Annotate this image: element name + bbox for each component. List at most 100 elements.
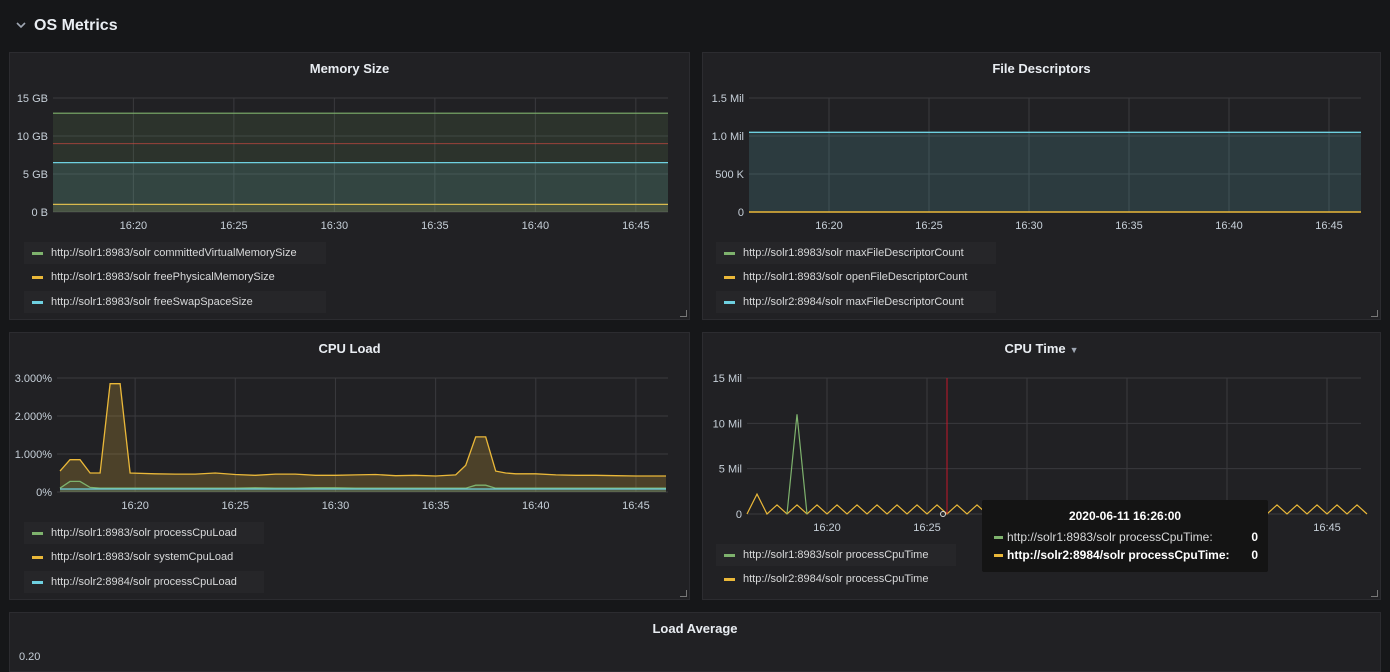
tooltip-label: http://solr1:8983/solr processCpuTime: <box>1007 530 1213 544</box>
tooltip-row: http://solr2:8984/solr processCpuTime: 0 <box>994 547 1258 563</box>
file-descriptors-chart[interactable]: 1.5 Mil 1.0 Mil 500 K 0 16:20 16:25 16:30 16:35… <box>703 53 1382 243</box>
x-tick-label: 16:30 <box>1015 220 1043 232</box>
legend-item[interactable]: http://solr1:8983/solr openFileDescripto… <box>716 266 996 288</box>
legend-item[interactable]: http://solr1:8983/solr committedVirtualM… <box>24 242 326 264</box>
series-area <box>60 383 666 492</box>
y-tick-label: 0.20 <box>19 651 41 663</box>
series-area <box>60 489 666 492</box>
legend-item[interactable]: http://solr1:8983/solr processCpuTime <box>716 544 956 566</box>
series-area <box>53 162 668 212</box>
legend-item[interactable]: http://solr1:8983/solr maxFileDescriptor… <box>716 242 996 264</box>
legend-item[interactable]: http://solr1:8983/solr processCpuLoad <box>24 522 264 544</box>
legend-swatch <box>32 300 43 304</box>
series-line <box>786 414 808 515</box>
row-title[interactable]: OS Metrics <box>34 17 118 34</box>
legend-item[interactable]: http://solr2:8984/solr processCpuTime <box>716 568 956 590</box>
legend-label: http://solr1:8983/solr openFileDescripto… <box>743 271 968 283</box>
panel-load-average[interactable]: Load Average 0.20 <box>9 612 1381 672</box>
series-area <box>749 132 1361 212</box>
tooltip-time: 2020-06-11 16:26:00 <box>1068 509 1182 523</box>
tooltip-swatch <box>994 535 1003 539</box>
legend-swatch <box>724 275 735 279</box>
x-tick-label: 16:20 <box>815 220 843 232</box>
y-tick-label: 1.0 Mil <box>712 131 744 143</box>
panel-file-descriptors[interactable]: File Descriptors 1.5 Mil 1.0 Mil 500 K 0 16:… <box>702 52 1381 320</box>
legend-label: http://solr1:8983/solr freeSwapSpaceSize <box>51 296 253 308</box>
legend-item[interactable]: http://solr2:8984/solr maxFileDescriptor… <box>716 291 996 313</box>
legend-label: http://solr2:8984/solr processCpuTime <box>743 573 929 585</box>
caret-down-icon[interactable]: ▼ <box>1069 344 1079 355</box>
panel-title[interactable]: CPU Time ▼ <box>703 341 1380 356</box>
x-tick-label: 16:30 <box>322 500 350 512</box>
y-tick-label: 5 Mil <box>719 464 742 476</box>
resize-handle[interactable] <box>680 310 687 317</box>
x-tick-label: 16:20 <box>121 500 149 512</box>
y-tick-label: 0 <box>736 509 742 521</box>
x-tick-label: 16:45 <box>1313 522 1341 533</box>
tooltip-label: http://solr2:8984/solr processCpuTime: <box>1007 548 1230 562</box>
panel-title[interactable]: Load Average <box>652 621 738 636</box>
legend-swatch <box>32 580 43 584</box>
legend-item[interactable]: http://solr1:8983/solr freePhysicalMemor… <box>24 266 326 288</box>
y-tick-label: 2.000% <box>15 411 53 423</box>
y-tick-label: 15 GB <box>17 93 48 105</box>
x-tick-label: 16:25 <box>220 220 248 232</box>
series-area <box>53 204 668 212</box>
legend-label: http://solr1:8983/solr systemCpuLoad <box>51 551 234 563</box>
memory-chart[interactable]: 15 GB 10 GB 5 GB 0 B 16:20 16:25 16:30 16:35 16:… <box>10 53 691 243</box>
y-tick-label: 10 GB <box>17 131 48 143</box>
panel-memory-size[interactable]: Memory Size 15 GB 10 GB 5 GB 0 B 16:20 16:25 1… <box>9 52 690 320</box>
panel-cpu-load[interactable]: CPU Load 3.000% 2.000% 1.000% 0% 16:20 16:25 1… <box>9 332 690 600</box>
y-tick-label: 3.000% <box>15 373 53 385</box>
tooltip-swatch <box>994 553 1003 557</box>
legend-swatch <box>32 275 43 279</box>
x-tick-label: 16:45 <box>622 220 650 232</box>
y-tick-label: 0% <box>36 487 52 499</box>
x-tick-label: 16:25 <box>222 500 250 512</box>
hover-point <box>940 511 946 517</box>
chevron-down-icon[interactable] <box>14 18 28 32</box>
tooltip-value: 0 <box>1251 548 1258 562</box>
tooltip-value: 0 <box>1251 530 1258 544</box>
resize-handle[interactable] <box>1371 590 1378 597</box>
resize-handle[interactable] <box>680 590 687 597</box>
x-tick-label: 16:25 <box>915 220 943 232</box>
legend-label: http://solr2:8984/solr maxFileDescriptor… <box>743 296 964 308</box>
legend-label: http://solr1:8983/solr processCpuLoad <box>51 527 237 539</box>
legend-swatch <box>32 555 43 559</box>
x-tick-label: 16:40 <box>522 500 550 512</box>
legend-label: http://solr1:8983/solr maxFileDescriptor… <box>743 247 964 259</box>
panel-title[interactable]: CPU Load <box>318 341 381 356</box>
cpu-load-chart[interactable]: 3.000% 2.000% 1.000% 0% 16:20 16:25 16:30 16:35… <box>10 333 691 523</box>
legend-item[interactable]: http://solr2:8984/solr processCpuLoad <box>24 571 264 593</box>
resize-handle[interactable] <box>1371 310 1378 317</box>
legend-label: http://solr1:8983/solr freePhysicalMemor… <box>51 271 275 283</box>
panel-title[interactable]: Memory Size <box>309 61 390 76</box>
x-tick-label: 16:20 <box>120 220 148 232</box>
legend-swatch <box>32 251 43 255</box>
y-tick-label: 15 Mil <box>713 373 742 385</box>
tooltip-row: http://solr1:8983/solr processCpuTime: 0 <box>994 529 1258 545</box>
series-line <box>59 480 666 489</box>
graph-tooltip: 2020-06-11 16:26:00 http://solr1:8983/so… <box>982 500 1268 572</box>
legend-item[interactable]: http://solr1:8983/solr systemCpuLoad <box>24 546 264 568</box>
legend-item[interactable]: http://solr1:8983/solr freeSwapSpaceSize <box>24 291 326 313</box>
legend-swatch <box>32 531 43 535</box>
x-tick-label: 16:45 <box>1315 220 1343 232</box>
legend-swatch <box>724 577 735 581</box>
y-tick-label: 0 B <box>31 207 48 219</box>
x-tick-label: 16:20 <box>813 522 841 533</box>
x-tick-label: 16:35 <box>421 220 449 232</box>
legend-swatch <box>724 251 735 255</box>
row-header-os-metrics[interactable]: OS Metrics <box>0 0 1390 52</box>
legend-label: http://solr1:8983/solr processCpuTime <box>743 549 929 561</box>
legend-swatch <box>724 553 735 557</box>
x-tick-label: 16:35 <box>422 500 450 512</box>
x-tick-label: 16:25 <box>913 522 941 533</box>
panel-title[interactable]: File Descriptors <box>992 61 1091 76</box>
x-tick-label: 16:45 <box>622 500 650 512</box>
x-tick-label: 16:30 <box>321 220 349 232</box>
legend-label: http://solr1:8983/solr committedVirtualM… <box>51 247 297 259</box>
x-tick-label: 16:40 <box>522 220 550 232</box>
panel-title-text[interactable]: CPU Time <box>1004 341 1066 356</box>
